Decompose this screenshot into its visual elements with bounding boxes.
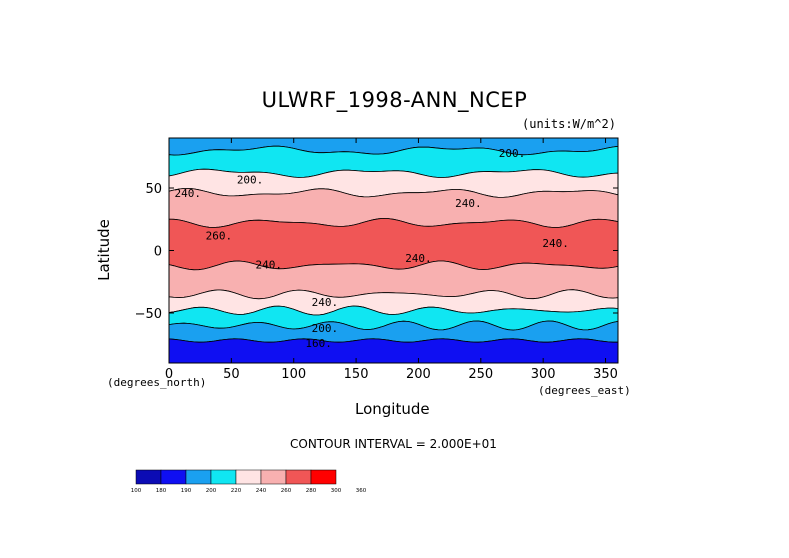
colorbar-label: 240	[256, 488, 267, 494]
colorbar-label: 100	[131, 488, 142, 494]
x-tick-label: 250	[468, 367, 493, 382]
chart-title: ULWRF_1998-ANN_NCEP	[261, 88, 528, 112]
colorbar-swatch	[285, 469, 312, 485]
x-tick-label: 350	[593, 367, 618, 382]
y-tick-label: 0	[154, 245, 162, 260]
contour-label: 240.	[405, 252, 432, 265]
colorbar-label: 260	[281, 488, 292, 494]
y-unit-label: (degrees_east)	[538, 384, 631, 397]
x-unit-label: (degrees_north)	[107, 376, 207, 389]
colorbar-swatch	[185, 469, 212, 485]
units-label: (units:W/m^2)	[522, 117, 616, 131]
contour-label: 240.	[174, 187, 201, 200]
x-tick-label: 100	[281, 367, 306, 382]
contour-label: 200.	[312, 322, 339, 335]
colorbar-label: 190	[181, 488, 192, 494]
y-tick-label: 50	[145, 182, 162, 197]
x-tick-label: 200	[406, 367, 431, 382]
contour-label: 240.	[312, 296, 339, 309]
colorbar-swatch	[160, 469, 187, 485]
colorbar-label: 280	[306, 488, 317, 494]
colorbar-label: 180	[156, 488, 167, 494]
x-tick-label: 300	[531, 367, 556, 382]
contour-label: 260.	[206, 230, 233, 243]
colorbar-swatch	[210, 469, 237, 485]
colorbar-label: 300	[331, 488, 342, 494]
x-tick-label: 150	[344, 367, 369, 382]
contour-label: 240.	[256, 258, 283, 271]
contour-label: 160.	[305, 337, 332, 350]
colorbar-label: 360	[356, 488, 367, 494]
contour-label: 240.	[542, 237, 569, 250]
y-tick-label: −50	[135, 307, 162, 322]
x-axis-label: Longitude	[355, 400, 430, 418]
contour-label: 200.	[237, 173, 264, 186]
colorbar-swatch	[260, 469, 287, 485]
colorbar-swatch	[135, 469, 162, 485]
contour-interval-text: CONTOUR INTERVAL = 2.000E+01	[290, 437, 497, 451]
colorbar-label: 220	[231, 488, 242, 494]
colorbar-swatch	[235, 469, 262, 485]
x-tick-label: 0	[165, 367, 173, 382]
colorbar-label: 200	[206, 488, 217, 494]
x-tick-label: 50	[223, 367, 240, 382]
contour-label: 200.	[499, 147, 526, 160]
colorbar-swatch	[310, 469, 337, 485]
contour-band	[168, 338, 619, 364]
contour-label: 240.	[455, 197, 482, 210]
